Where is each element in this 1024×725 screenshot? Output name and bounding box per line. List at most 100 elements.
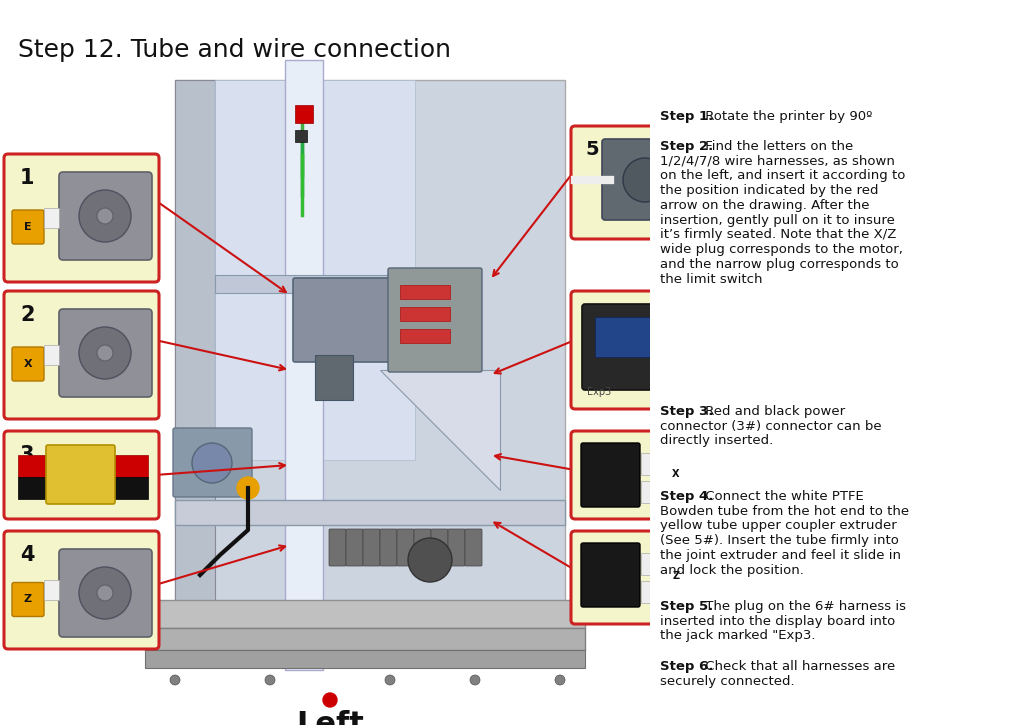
Circle shape (97, 345, 113, 361)
FancyBboxPatch shape (571, 431, 705, 519)
Text: the position indicated by the red: the position indicated by the red (660, 184, 879, 197)
Bar (145, 600, 585, 628)
Bar (400, 329, 450, 343)
Bar (44, 208, 59, 228)
FancyBboxPatch shape (663, 560, 689, 592)
Circle shape (555, 675, 565, 685)
Bar (641, 553, 663, 575)
Text: it’s firmly seated. Note that the X/Z: it’s firmly seated. Note that the X/Z (660, 228, 896, 241)
Bar (215, 80, 415, 460)
Bar (145, 650, 585, 668)
FancyBboxPatch shape (173, 428, 252, 497)
FancyBboxPatch shape (362, 529, 380, 566)
FancyBboxPatch shape (414, 529, 431, 566)
FancyBboxPatch shape (581, 443, 640, 507)
Bar (641, 481, 663, 503)
Text: Step 5.: Step 5. (660, 600, 714, 613)
Bar (18, 455, 148, 477)
Bar (175, 80, 215, 645)
FancyBboxPatch shape (329, 529, 346, 566)
Circle shape (79, 327, 131, 379)
Text: Find the letters on the: Find the letters on the (700, 140, 853, 153)
Bar (175, 500, 565, 525)
Text: X: X (24, 359, 33, 369)
Text: (See 5#). Insert the tube firmly into: (See 5#). Insert the tube firmly into (660, 534, 899, 547)
Bar (295, 130, 307, 142)
Text: Step 3.: Step 3. (660, 405, 714, 418)
Bar (641, 453, 663, 475)
Text: Z: Z (673, 571, 680, 581)
Text: Exp3: Exp3 (587, 387, 611, 397)
FancyBboxPatch shape (4, 531, 159, 649)
Text: Step 1.: Step 1. (660, 110, 714, 123)
FancyBboxPatch shape (175, 80, 565, 650)
Polygon shape (380, 370, 500, 490)
FancyBboxPatch shape (465, 529, 482, 566)
Text: and the narrow plug corresponds to: and the narrow plug corresponds to (660, 258, 899, 271)
Text: Z: Z (24, 594, 32, 605)
Text: on the left, and insert it according to: on the left, and insert it according to (660, 170, 905, 183)
Text: the joint extruder and feel it slide in: the joint extruder and feel it slide in (660, 549, 901, 562)
Bar (595, 317, 650, 357)
Text: the jack marked "Exp3.: the jack marked "Exp3. (660, 629, 815, 642)
Text: Step 2.: Step 2. (660, 140, 714, 153)
Text: and lock the position.: and lock the position. (660, 563, 804, 576)
Circle shape (237, 477, 259, 499)
FancyBboxPatch shape (346, 529, 362, 566)
Text: Red and black power: Red and black power (700, 405, 845, 418)
Text: 1/2/4/7/8 wire harnesses, as shown: 1/2/4/7/8 wire harnesses, as shown (660, 154, 895, 167)
FancyBboxPatch shape (59, 309, 152, 397)
Bar (641, 581, 663, 603)
Circle shape (170, 675, 180, 685)
Text: 7: 7 (585, 445, 598, 464)
Text: 8: 8 (585, 545, 599, 564)
FancyBboxPatch shape (4, 431, 159, 519)
FancyBboxPatch shape (12, 582, 44, 616)
Bar (145, 628, 585, 650)
Bar (44, 345, 59, 365)
Bar (295, 105, 313, 123)
FancyBboxPatch shape (59, 549, 152, 637)
FancyBboxPatch shape (571, 291, 705, 409)
Bar (650, 80, 1024, 700)
FancyBboxPatch shape (581, 543, 640, 607)
Text: Step 6.: Step 6. (660, 660, 714, 673)
Circle shape (385, 675, 395, 685)
Text: Step 12. Tube and wire connection: Step 12. Tube and wire connection (18, 38, 451, 62)
FancyBboxPatch shape (571, 531, 705, 624)
Text: Connect the white PTFE: Connect the white PTFE (700, 490, 863, 503)
FancyBboxPatch shape (12, 347, 44, 381)
FancyBboxPatch shape (293, 278, 407, 362)
Circle shape (79, 190, 131, 242)
FancyBboxPatch shape (388, 268, 482, 372)
Circle shape (265, 675, 275, 685)
Text: yellow tube upper coupler extruder: yellow tube upper coupler extruder (660, 519, 897, 532)
FancyBboxPatch shape (449, 529, 465, 566)
Text: 5: 5 (585, 140, 599, 159)
Text: X: X (672, 469, 680, 479)
Text: 3: 3 (20, 445, 35, 465)
FancyBboxPatch shape (4, 291, 159, 419)
Text: insertion, gently pull on it to insure: insertion, gently pull on it to insure (660, 214, 895, 227)
Text: Rotate the printer by 90º: Rotate the printer by 90º (700, 110, 872, 123)
Text: wide plug corresponds to the motor,: wide plug corresponds to the motor, (660, 243, 903, 256)
Text: 1: 1 (20, 168, 35, 188)
Text: 2: 2 (20, 305, 35, 325)
Bar (215, 275, 415, 293)
FancyBboxPatch shape (12, 210, 44, 244)
Bar (400, 285, 450, 299)
FancyBboxPatch shape (602, 139, 688, 220)
Text: Check that all harnesses are: Check that all harnesses are (700, 660, 895, 673)
FancyBboxPatch shape (397, 529, 414, 566)
Text: Left: Left (296, 710, 364, 725)
Bar (285, 60, 323, 670)
Circle shape (97, 585, 113, 601)
Text: Bowden tube from the hot end to the: Bowden tube from the hot end to the (660, 505, 909, 518)
Text: Step 4.: Step 4. (660, 490, 714, 503)
Circle shape (97, 208, 113, 224)
Text: securely connected.: securely connected. (660, 675, 795, 688)
FancyBboxPatch shape (663, 458, 689, 490)
Text: the limit switch: the limit switch (660, 273, 763, 286)
Text: 6: 6 (585, 305, 599, 324)
Text: directly inserted.: directly inserted. (660, 434, 773, 447)
